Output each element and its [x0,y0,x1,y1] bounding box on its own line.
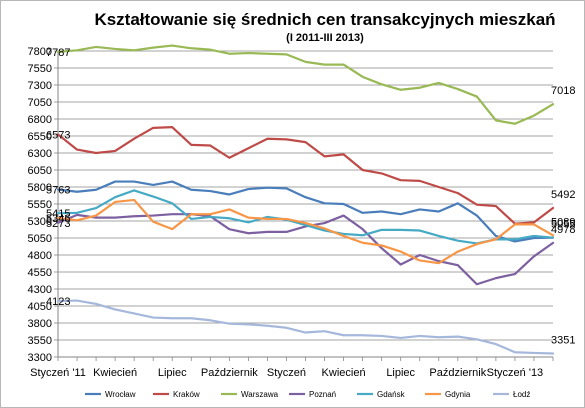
legend-item: Gdańsk [377,390,406,399]
x-tick-label: Kwiecień [93,367,137,379]
data-label: 7787 [46,47,70,59]
y-tick-label: 7050 [28,97,52,109]
series-line-Gdańsk [56,189,555,245]
data-label: 5089 [551,216,575,228]
y-tick-label: 6050 [28,165,52,177]
legend-item: Warszawa [241,390,279,399]
x-tick-label: Lipiec [158,367,187,379]
y-tick-label: 5050 [28,233,52,245]
y-tick-label: 7300 [28,80,52,92]
y-tick-label: 4050 [28,301,52,313]
data-label: 5492 [551,189,575,201]
legend-item: Wrocław [105,390,136,399]
chart-title: Kształtowanie się średnich cen transakcy… [94,10,555,29]
data-label: 4123 [46,296,70,308]
y-tick-label: 6800 [28,114,52,126]
x-tick-label: Styczeń '13 [487,367,544,379]
y-tick-label: 6550 [28,131,52,143]
series-line-Poznań [56,213,555,286]
y-tick-label: 3800 [28,318,52,330]
data-label: 5055 [551,219,575,231]
chart-subtitle: (I 2011-III 2013) [286,32,364,44]
data-label: 5763 [46,185,70,197]
data-label: 5273 [46,218,70,230]
data-label: 5346 [46,213,70,225]
y-tick-label: 6300 [28,148,52,160]
y-tick-label: 4300 [28,284,52,296]
data-label: 4978 [551,224,575,236]
legend-item: Poznań [309,390,336,399]
y-tick-label: 3550 [28,335,52,347]
y-tick-label: 4550 [28,267,52,279]
x-tick-label: Kwiecień [322,367,366,379]
y-tick-label: 3300 [28,352,52,364]
series-line-Kraków [56,126,555,225]
series-lines [56,44,555,355]
y-tick-label: 4800 [28,250,52,262]
x-tick-label: Październik [201,367,258,379]
y-tick-label: 5550 [28,199,52,211]
y-tick-label: 7800 [28,46,52,58]
legend-item: Kraków [173,390,200,399]
y-tick-label: 7550 [28,63,52,75]
y-tick-label: 5800 [28,182,52,194]
y-tick-label: 5300 [28,216,52,228]
legend-item: Łodź [513,390,530,399]
series-line-Warszawa [56,44,555,125]
x-tick-label: Styczeń '11 [30,367,86,379]
x-tick-label: Lipiec [386,367,415,379]
series-line-Wrocław [56,180,555,243]
data-label: 3351 [551,335,575,347]
x-tick-label: Październik [429,367,486,379]
series-line-Gdynia [56,198,555,265]
data-label: 6573 [46,129,70,141]
series-line-Łodź [56,299,555,355]
axes: 3300 3550 3800 4050 4300 4550 4800 5050 5300 5550… [28,46,554,379]
data-label: 5415 [46,208,70,220]
data-label: 7018 [551,85,575,97]
legend: Wrocław Kraków Warszawa Poznań Gdańsk Gdynia Ł… [85,390,530,399]
legend-item: Gdynia [445,390,471,399]
x-tick-label: Styczeń [267,367,306,379]
